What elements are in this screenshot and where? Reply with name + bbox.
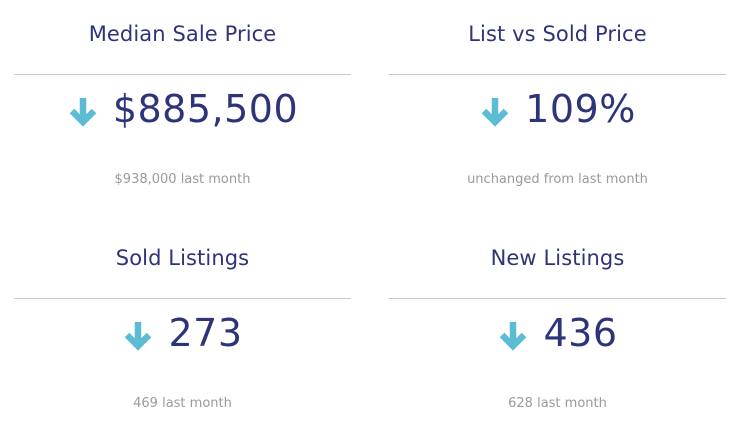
stat-title: Median Sale Price [88, 22, 277, 46]
stat-card-list-vs-sold-price: List vs Sold Price 109% unchanged from l… [389, 0, 726, 224]
stat-card-median-sale-price: Median Sale Price $885,500 $938,000 last… [14, 0, 351, 224]
stat-value: 436 [543, 311, 618, 355]
divider [389, 74, 726, 75]
stat-card-new-listings: New Listings 436 628 last month [389, 224, 726, 448]
stat-title: Sold Listings [115, 246, 250, 270]
stat-value: 273 [168, 311, 243, 355]
stat-value-row: 436 [389, 309, 726, 357]
stat-comparison: 469 last month [133, 396, 232, 411]
arrow-down-icon [497, 319, 529, 351]
divider [14, 74, 351, 75]
stat-comparison: 628 last month [508, 396, 607, 411]
divider [389, 298, 726, 299]
stat-title: New Listings [490, 246, 625, 270]
arrow-down-icon [479, 95, 511, 127]
arrow-down-icon [122, 319, 154, 351]
arrow-down-icon [67, 95, 99, 127]
stat-value-row: 273 [14, 309, 351, 357]
stat-value: $885,500 [112, 87, 299, 131]
stat-card-sold-listings: Sold Listings 273 469 last month [14, 224, 351, 448]
stat-comparison: unchanged from last month [467, 172, 648, 187]
stat-comparison: $938,000 last month [114, 172, 251, 187]
divider [14, 298, 351, 299]
stat-value-row: $885,500 [14, 85, 351, 133]
stat-value-row: 109% [389, 85, 726, 133]
stat-value: 109% [525, 87, 636, 131]
stat-title: List vs Sold Price [468, 22, 647, 46]
